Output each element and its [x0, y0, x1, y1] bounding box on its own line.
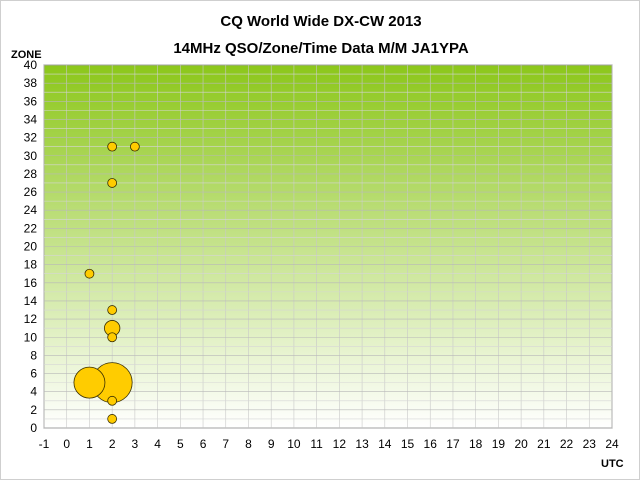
x-tick-label: 3 [132, 437, 139, 451]
bubble-point [107, 332, 118, 343]
bubble-point [107, 305, 118, 315]
x-tick-label: 10 [287, 437, 301, 451]
y-tick-label: 2 [30, 403, 37, 417]
y-tick-label: 12 [24, 312, 38, 326]
y-tick-label: 32 [24, 131, 38, 145]
x-tick-label: 20 [514, 437, 528, 451]
y-tick-label: 0 [30, 421, 37, 435]
y-tick-label: 26 [24, 185, 38, 199]
x-tick-label: 6 [200, 437, 207, 451]
x-tick-label: 17 [446, 437, 460, 451]
x-tick-label: 12 [333, 437, 347, 451]
x-tick-label: 11 [310, 437, 323, 451]
y-tick-label: 36 [24, 94, 38, 108]
y-tick-label: 30 [24, 149, 38, 163]
bubble-point [84, 268, 95, 279]
x-tick-label: 7 [222, 437, 229, 451]
bubble-point [130, 141, 140, 152]
y-tick-label: 14 [24, 294, 38, 308]
x-axis-label: UTC [601, 458, 624, 470]
bubble-point [107, 141, 118, 152]
y-tick-label: 8 [30, 348, 37, 362]
bubble-point [107, 178, 118, 188]
grid-lines [43, 64, 613, 429]
x-tick-label: 22 [560, 437, 574, 451]
y-tick-label: 38 [24, 76, 38, 90]
y-axis-label: ZONE [11, 49, 42, 61]
x-tick-label: 13 [355, 437, 369, 451]
x-tick-label: 23 [583, 437, 597, 451]
x-tick-label: 2 [109, 437, 116, 451]
chart-title: CQ World Wide DX-CW 2013 [220, 13, 421, 30]
y-tick-label: 34 [24, 112, 38, 126]
x-tick-label: 18 [469, 437, 483, 451]
x-tick-label: 16 [424, 437, 438, 451]
y-tick-label: 24 [24, 203, 38, 217]
y-tick-label: 10 [24, 330, 38, 344]
x-tick-label: 9 [268, 437, 275, 451]
x-tick-label: 5 [177, 437, 184, 451]
y-tick-label: 40 [24, 58, 38, 72]
y-tick-label: 18 [24, 258, 38, 272]
x-tick-label: 0 [63, 437, 70, 451]
bubble-point [107, 395, 118, 406]
tick-labels: -1 0 1 2 3 4 5 6 7 8 9 10 11 12 13 14 15 16 17 18 19 20 21 22 23… [24, 58, 619, 451]
x-tick-label: 24 [605, 437, 619, 451]
x-tick-label: -1 [39, 437, 50, 451]
bubble-point [107, 414, 118, 424]
x-tick-label: 1 [86, 437, 93, 451]
x-tick-label: 8 [245, 437, 252, 451]
x-tick-label: 21 [537, 437, 551, 451]
x-tick-label: 15 [401, 437, 415, 451]
y-tick-label: 16 [24, 276, 38, 290]
y-tick-label: 28 [24, 167, 38, 181]
bubble-series [73, 141, 140, 424]
bubble-point [73, 366, 106, 399]
y-tick-label: 4 [30, 385, 37, 399]
y-tick-label: 22 [24, 221, 38, 235]
x-tick-label: 19 [492, 437, 506, 451]
x-tick-label: 4 [154, 437, 161, 451]
y-tick-label: 6 [30, 367, 37, 381]
x-tick-label: 14 [378, 437, 392, 451]
chart-subtitle: 14MHz QSO/Zone/Time Data M/M JA1YPA [173, 40, 469, 57]
y-tick-label: 20 [24, 240, 38, 254]
